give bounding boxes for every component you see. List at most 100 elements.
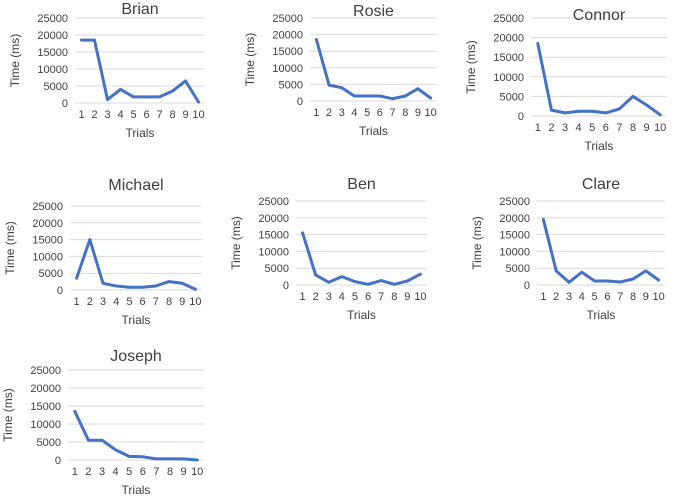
x-tick-label: 3 [326, 291, 332, 303]
y-tick-label: 5000 [265, 263, 289, 275]
x-tick-label: 6 [140, 466, 146, 478]
x-tick-label: 4 [113, 466, 119, 478]
data-point [75, 276, 78, 280]
x-tick-label: 7 [378, 291, 384, 303]
data-point [563, 111, 567, 115]
x-tick-label: 5 [126, 466, 132, 478]
series-line [536, 42, 662, 117]
data-point [127, 285, 131, 289]
x-tick-label: 1 [313, 107, 319, 119]
x-tick-label: 1 [78, 109, 84, 121]
x-tick-label: 3 [562, 122, 568, 134]
x-tick-label: 8 [391, 291, 397, 303]
data-point [416, 87, 420, 91]
y-axis-label: Time (ms) [229, 216, 243, 270]
x-tick-label: 1 [74, 296, 80, 308]
data-point [567, 280, 571, 284]
data-point [80, 38, 83, 42]
data-point [353, 94, 356, 98]
x-axis-label: Trials [585, 139, 614, 153]
data-point [132, 95, 135, 99]
y-tick-label: 10000 [30, 419, 61, 431]
x-tick-label: 5 [592, 291, 598, 303]
y-tick-label: 5000 [500, 91, 524, 103]
data-point [100, 438, 104, 442]
x-tick-label: 7 [389, 107, 395, 119]
y-tick-label: 20000 [32, 218, 63, 230]
data-point [580, 270, 584, 274]
data-point [301, 231, 304, 235]
x-tick-label: 2 [85, 466, 91, 478]
data-point [536, 42, 540, 45]
data-point [167, 280, 171, 283]
data-point [184, 79, 187, 83]
x-tick-label: 7 [617, 291, 623, 303]
data-point [554, 269, 558, 273]
data-point [657, 278, 660, 282]
y-tick-label: 15000 [499, 230, 530, 242]
series-line [73, 409, 199, 462]
x-tick-label: 9 [404, 291, 410, 303]
y-tick-label: 0 [57, 285, 63, 297]
y-tick-label: 5000 [506, 263, 530, 275]
data-point [631, 277, 635, 281]
data-point [155, 457, 158, 461]
data-point [119, 88, 122, 91]
data-point [419, 272, 422, 276]
x-axis-label: Trials [126, 126, 155, 140]
y-tick-label: 20000 [493, 33, 524, 45]
chart-6: 0 5000 10000 15000 20000 25000 1 2 3 4 5 6 7 8 9 10 Jose… [1, 348, 204, 497]
data-point [542, 218, 545, 221]
x-tick-label: 9 [415, 107, 421, 119]
data-point [353, 280, 357, 284]
chart-0: 0 5000 10000 15000 20000 25000 1 2 3 4 5 6 7 8 9 10 Bria… [8, 1, 205, 140]
data-point [327, 83, 331, 87]
y-tick-label: 15000 [32, 235, 63, 247]
x-axis-label: Trials [122, 313, 151, 327]
x-tick-label: 6 [604, 291, 610, 303]
data-point [171, 89, 174, 93]
data-point [405, 279, 409, 283]
x-tick-label: 6 [143, 109, 149, 121]
data-point [550, 108, 553, 112]
y-axis-label: Time (ms) [243, 33, 257, 87]
y-tick-label: 25000 [272, 13, 303, 25]
data-point [658, 113, 662, 117]
data-point [194, 287, 197, 291]
x-tick-label: 4 [576, 122, 582, 134]
x-tick-label: 9 [179, 296, 185, 308]
y-tick-label: 10000 [37, 64, 68, 76]
x-tick-label: 2 [313, 291, 319, 303]
x-tick-label: 6 [140, 296, 146, 308]
x-tick-label: 9 [643, 291, 649, 303]
x-tick-label: 3 [339, 107, 345, 119]
data-point [644, 269, 648, 273]
data-point [403, 94, 407, 98]
y-axis-label: Time (ms) [3, 221, 17, 275]
data-point [106, 98, 109, 101]
x-tick-label: 3 [566, 291, 572, 303]
y-tick-label: 5000 [44, 81, 68, 93]
x-axis-label: Trials [359, 124, 388, 138]
y-tick-label: 15000 [493, 52, 524, 64]
y-tick-label: 5000 [37, 437, 61, 449]
data-point [141, 455, 145, 459]
y-axis-label: Time (ms) [464, 40, 478, 94]
data-point [645, 103, 648, 107]
data-point [366, 282, 370, 286]
x-tick-label: 7 [153, 466, 159, 478]
y-tick-label: 15000 [30, 401, 61, 413]
chart-title: Joseph [110, 348, 162, 365]
chart-title: Clare [582, 176, 620, 193]
y-tick-label: 20000 [37, 30, 68, 42]
x-tick-label: 9 [644, 122, 650, 134]
series-line [80, 38, 200, 104]
data-point [392, 282, 396, 286]
data-point [365, 94, 369, 98]
data-point [340, 86, 344, 90]
y-axis-label: Time (ms) [1, 388, 15, 442]
x-tick-label: 4 [351, 107, 357, 119]
data-point [127, 455, 131, 458]
x-tick-label: 5 [126, 296, 132, 308]
